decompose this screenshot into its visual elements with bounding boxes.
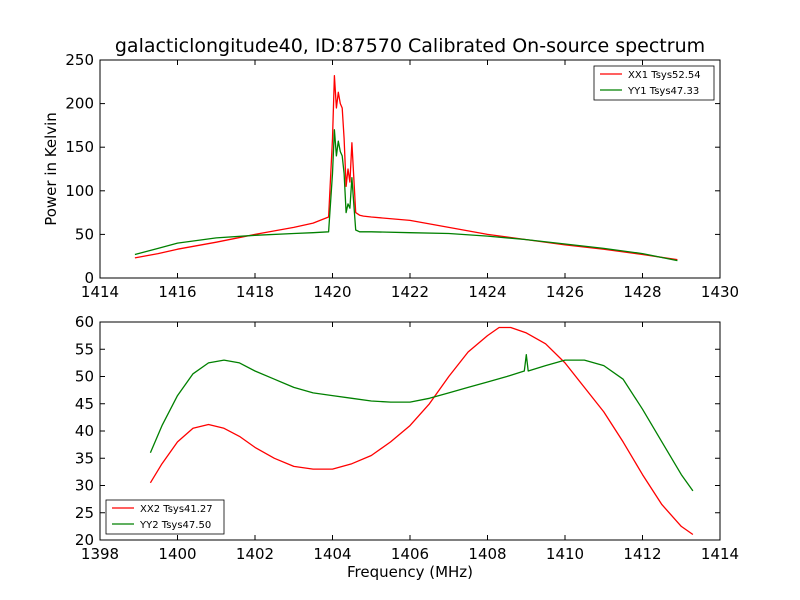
y-tick-label: 40 xyxy=(75,422,94,440)
chart-title: galacticlongitude40, ID:87570 Calibrated… xyxy=(115,35,705,57)
y-tick-label: 55 xyxy=(75,340,94,358)
y-tick-label: 25 xyxy=(75,504,94,522)
x-tick-label: 1414 xyxy=(81,283,119,301)
top-legend: XX1 Tsys52.54 YY1 Tsys47.33 xyxy=(593,65,715,101)
bottom-legend-box xyxy=(105,499,225,535)
bottom-axis-ticks: 1398 1400 1402 1404 1406 1408 1410 1412 1414 20 25… xyxy=(75,313,739,563)
top-plot-frame xyxy=(99,59,721,279)
x-tick-label: 1402 xyxy=(236,545,274,563)
x-tick-label: 1410 xyxy=(546,545,584,563)
legend-label-xx2: XX2 Tsys41.27 xyxy=(140,504,213,515)
series-line xyxy=(149,326,694,536)
top-legend-box xyxy=(593,65,715,101)
series-line xyxy=(134,75,678,261)
bottom-legend: XX2 Tsys41.27 YY2 Tsys47.50 xyxy=(105,499,225,535)
y-tick-label: 0 xyxy=(84,269,94,287)
series-line xyxy=(149,354,694,492)
y-tick-label: 250 xyxy=(65,51,94,69)
legend-label-yy1: YY1 Tsys47.33 xyxy=(627,86,699,97)
x-tick-label: 1404 xyxy=(313,545,351,563)
x-tick-label: 1406 xyxy=(391,545,429,563)
x-tick-label: 1414 xyxy=(701,545,739,563)
x-tick-label: 1412 xyxy=(623,545,661,563)
legend-label-yy2: YY2 Tsys47.50 xyxy=(139,520,211,531)
x-tick-label: 1418 xyxy=(236,283,274,301)
series-line xyxy=(134,129,678,262)
y-tick-label: 35 xyxy=(75,449,94,467)
bottom-plot-frame xyxy=(99,321,721,541)
y-tick-label: 20 xyxy=(75,531,94,549)
top-y-axis-label: Power in Kelvin xyxy=(42,112,60,226)
x-axis-label: Frequency (MHz) xyxy=(347,563,473,581)
y-tick-label: 200 xyxy=(65,95,94,113)
x-tick-label: 1400 xyxy=(158,545,196,563)
top-spectrum-panel: galacticlongitude40, ID:87570 Calibrated… xyxy=(42,35,739,301)
top-axis-ticks: 1414 1416 1418 1420 1422 1424 1426 1428 1430 0 50 1… xyxy=(65,51,739,301)
x-tick-label: 1426 xyxy=(546,283,584,301)
bottom-series-lines xyxy=(149,326,694,536)
y-tick-label: 150 xyxy=(65,138,94,156)
y-tick-label: 60 xyxy=(75,313,94,331)
x-tick-label: 1420 xyxy=(313,283,351,301)
x-tick-label: 1408 xyxy=(468,545,506,563)
x-tick-label: 1398 xyxy=(81,545,119,563)
x-tick-label: 1422 xyxy=(391,283,429,301)
x-tick-label: 1416 xyxy=(158,283,196,301)
y-tick-label: 50 xyxy=(75,368,94,386)
legend-label-xx1: XX1 Tsys52.54 xyxy=(628,70,701,81)
y-tick-label: 50 xyxy=(75,225,94,243)
y-tick-label: 30 xyxy=(75,477,94,495)
top-series-lines xyxy=(134,75,678,262)
y-tick-label: 100 xyxy=(65,182,94,200)
y-tick-label: 45 xyxy=(75,395,94,413)
x-tick-label: 1430 xyxy=(701,283,739,301)
x-tick-label: 1424 xyxy=(468,283,506,301)
x-tick-label: 1428 xyxy=(623,283,661,301)
bottom-spectrum-panel: Frequency (MHz) 1398 1400 1402 1404 1406 1408… xyxy=(75,313,739,581)
